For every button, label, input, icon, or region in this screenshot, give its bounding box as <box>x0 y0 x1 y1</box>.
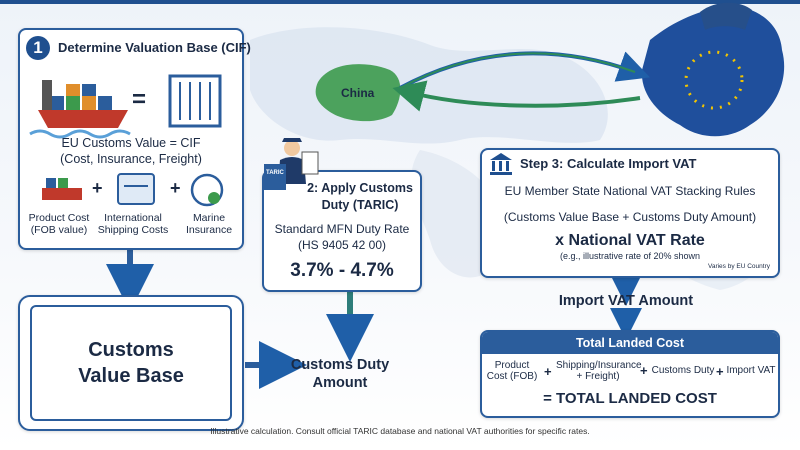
officer-icon <box>264 138 319 190</box>
operator: + <box>640 363 648 378</box>
step2-panel: 2: Apply Customs Duty (TARIC) Standard M… <box>262 170 422 292</box>
step-title: 2: Apply Customs Duty (TARIC) <box>307 181 413 212</box>
operator: + <box>716 364 724 379</box>
operator: = <box>132 86 147 113</box>
formula-detail: (Cost, Insurance, Freight) <box>60 152 202 166</box>
hs-code: (HS 9405 42 00) <box>297 238 387 252</box>
operator: + <box>170 178 181 198</box>
value-base-label: Customs Value Base <box>78 339 184 387</box>
cost-term: Customs Duty <box>651 365 715 376</box>
value-base-outer: Customs Value Base <box>18 295 244 431</box>
cost-term: Shipping/Insurance + Freight) <box>556 360 642 382</box>
vat-example: (e.g., illustrative rate of 20% shown <box>559 251 701 261</box>
building-icon <box>490 153 512 175</box>
value-base-box: Customs Value Base <box>30 305 232 421</box>
duty-rate: 3.7% - 4.7% <box>290 260 394 281</box>
taric-badge: TARIC <box>266 170 284 176</box>
formula: EU Customs Value = CIF <box>61 136 201 150</box>
vat-note: Varies by EU Country <box>707 263 770 270</box>
step-number: 1 <box>26 36 50 60</box>
step-title: Step 3: Calculate Import VAT <box>520 156 697 171</box>
vat-base: (Customs Value Base + Customs Duty Amoun… <box>503 210 757 224</box>
duty-amount-label: Customs Duty Amount <box>290 357 390 391</box>
operator: + <box>544 364 552 379</box>
vat-amount-label: Import VAT Amount <box>558 293 694 309</box>
map-label: China <box>341 86 375 100</box>
component-label: International Shipping Costs <box>97 212 169 236</box>
rate-label: Standard MFN Duty Rate <box>274 222 410 236</box>
cost-term: Import VAT <box>726 365 776 376</box>
step1-icons <box>29 74 224 207</box>
vat-rule: EU Member State National VAT Stacking Ru… <box>504 184 756 198</box>
step1-panel: 1 Determine Valuation Base (CIF) = EU Cu… <box>18 28 251 250</box>
footnote: Illustrative calculation. Consult offici… <box>210 426 590 436</box>
cost-term: Product Cost (FOB) <box>486 360 538 382</box>
vat-rate: x National VAT Rate <box>555 232 705 249</box>
step-title: Determine Valuation Base (CIF) <box>58 40 251 55</box>
operator: + <box>92 178 103 198</box>
total-result: = TOTAL LANDED COST <box>543 390 717 407</box>
step3-panel: Step 3: Calculate Import VAT EU Member S… <box>480 148 780 278</box>
total-panel: Total Landed Cost Product Cost (FOB) + S… <box>480 330 780 418</box>
total-header: Total Landed Cost <box>482 332 778 354</box>
component-label: Marine Insurance <box>185 212 233 236</box>
component-label: Product Cost (FOB value) <box>28 212 90 236</box>
